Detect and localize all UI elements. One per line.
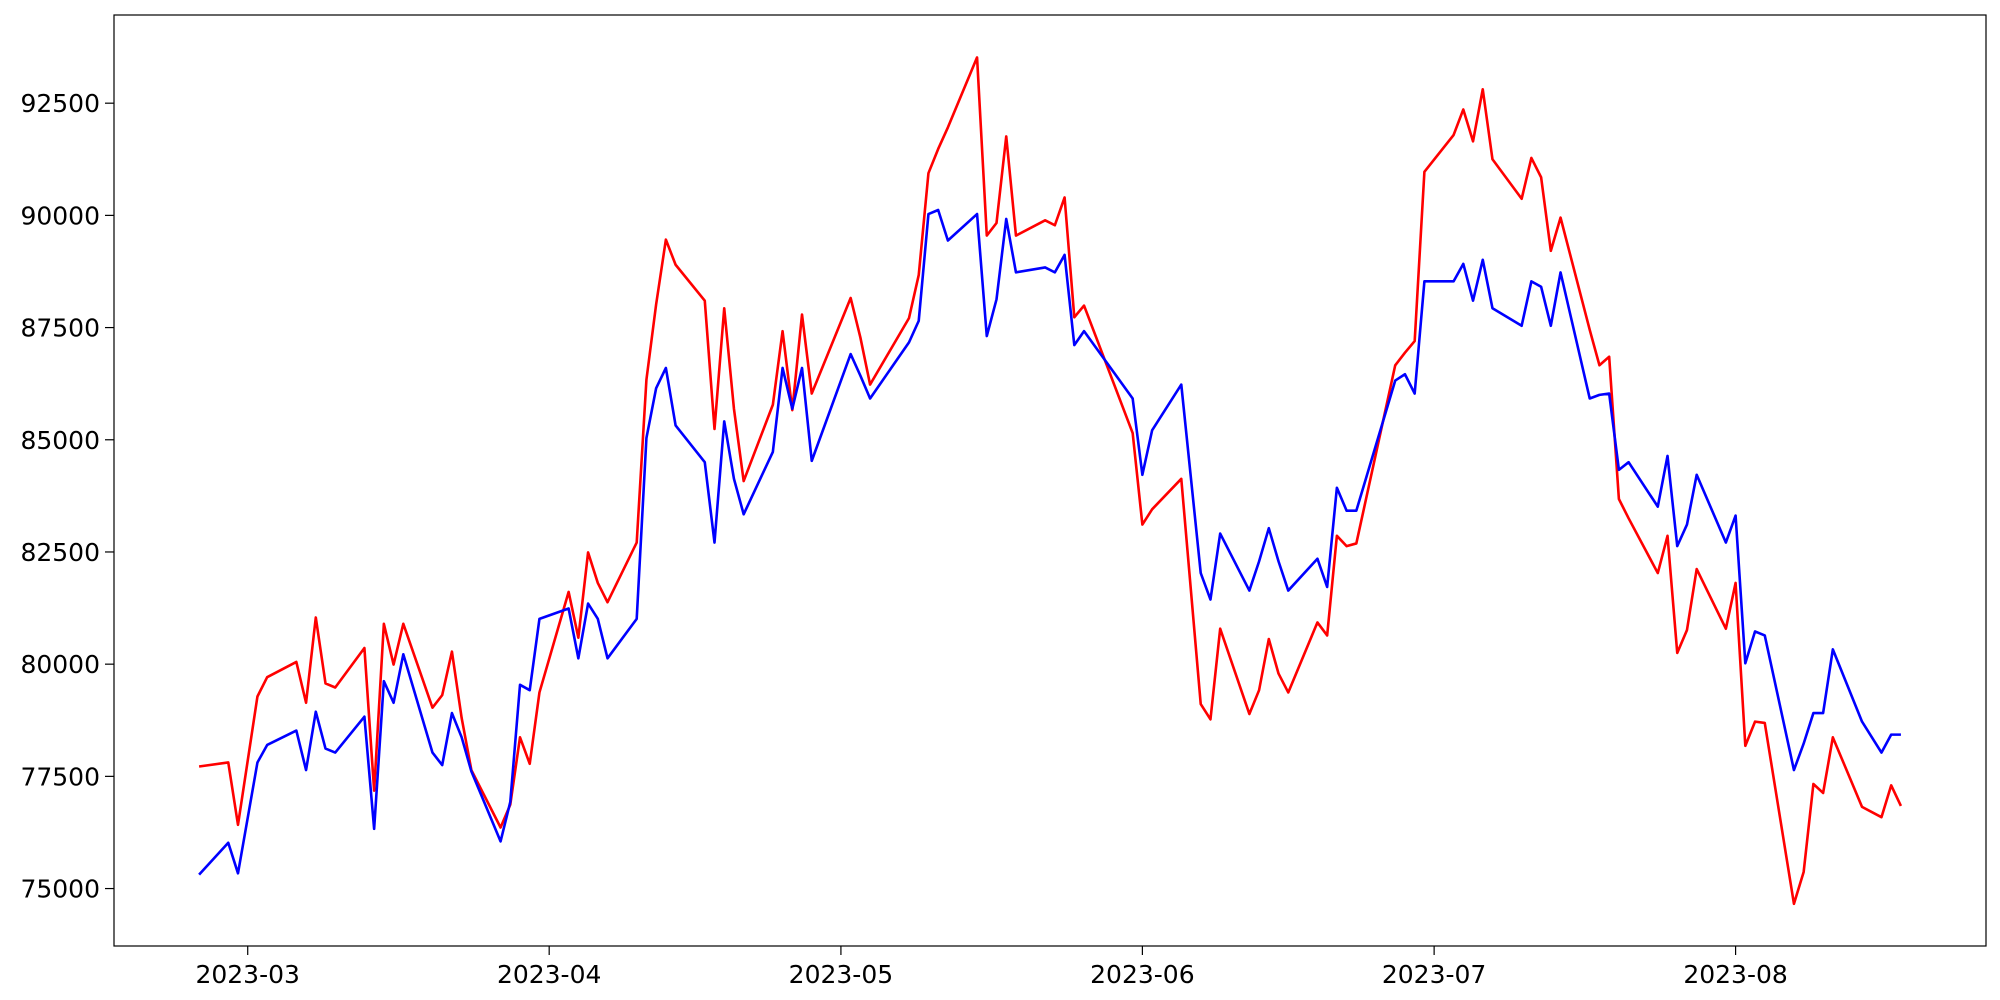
series-line (198, 208, 1901, 876)
x-tick-label: 2023-06 (1090, 960, 1194, 989)
y-tick-label: 75000 (20, 875, 100, 904)
plot-frame (113, 14, 1987, 947)
x-tick-label: 2023-04 (497, 960, 601, 989)
y-tick-label: 90000 (20, 201, 100, 230)
x-tick-label: 2023-05 (789, 960, 893, 989)
x-tick-label: 2023-08 (1683, 960, 1787, 989)
y-tick-label: 82500 (20, 538, 100, 567)
y-tick-label: 85000 (20, 426, 100, 455)
y-tick-label: 77500 (20, 762, 100, 791)
y-tick-label: 87500 (20, 314, 100, 343)
series-line (198, 56, 1903, 906)
y-tick-label: 92500 (20, 89, 100, 118)
x-tick-label: 2023-07 (1382, 960, 1486, 989)
y-tick-label: 80000 (20, 650, 100, 679)
x-tick-label: 2023-03 (195, 960, 299, 989)
